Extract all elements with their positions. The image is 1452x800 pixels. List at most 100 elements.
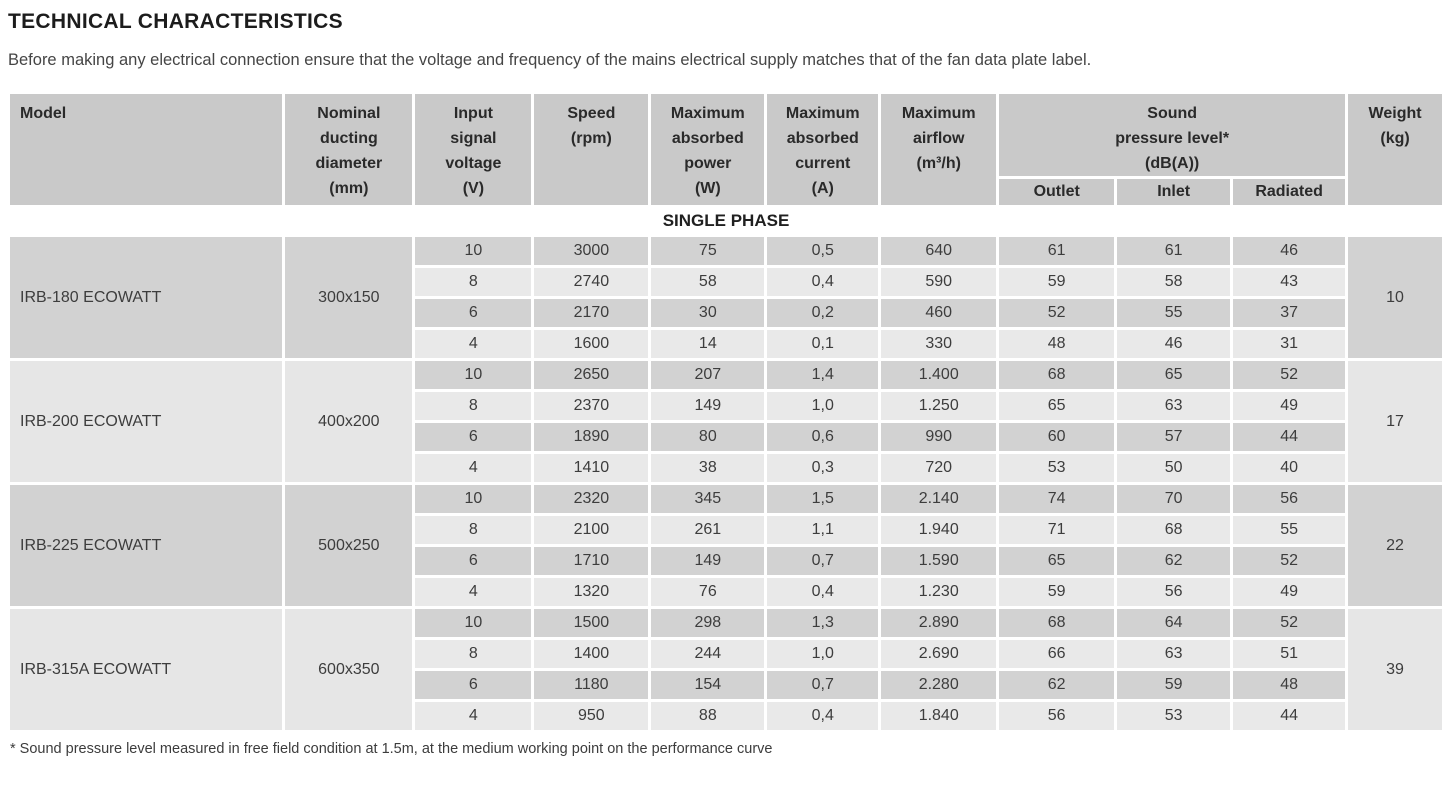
- outlet-cell: 62: [999, 671, 1115, 699]
- col-header-ducting-diameter: Nominal ducting diameter (mm): [285, 94, 413, 205]
- power-cell: 345: [651, 485, 765, 513]
- inlet-cell: 57: [1117, 423, 1231, 451]
- model-cell: IRB-200 ECOWATT: [10, 361, 283, 482]
- header-row-sound-sub: Outlet Inlet Radiated: [10, 179, 1442, 205]
- section-row: SINGLE PHASE: [10, 208, 1442, 234]
- outlet-cell: 68: [999, 361, 1115, 389]
- airflow-cell: 1.400: [881, 361, 997, 389]
- current-cell: 0,4: [767, 268, 879, 296]
- table-row: IRB-225 ECOWATT 500x250 10 2320 345 1,5 2.140 7…: [10, 485, 1442, 606]
- inlet-cell: 68: [1117, 516, 1231, 544]
- current-cell: 0,5: [767, 237, 879, 265]
- power-cell: 207: [651, 361, 765, 389]
- intro-text: Before making any electrical connection …: [8, 51, 1092, 69]
- current-cell: 1,5: [767, 485, 879, 513]
- speed-cell: 1890: [534, 423, 649, 451]
- power-cell: 88: [651, 702, 765, 730]
- inlet-cell: 64: [1117, 609, 1231, 637]
- radiated-cell: 37: [1233, 299, 1346, 327]
- weight-cell: 10: [1348, 237, 1442, 358]
- voltage-cell: 10: [415, 609, 532, 637]
- inlet-cell: 63: [1117, 392, 1231, 420]
- airflow-cell: 1.250: [881, 392, 997, 420]
- page-title: TECHNICAL CHARACTERISTICS: [8, 10, 343, 33]
- col-header-max-absorbed-current: Maximum absorbed current (A): [767, 94, 879, 205]
- airflow-cell: 1.590: [881, 547, 997, 575]
- current-cell: 0,2: [767, 299, 879, 327]
- table-row: 8 1400 244 1,0 2.690 66 63 51: [10, 640, 1442, 668]
- airflow-cell: 2.890: [881, 609, 997, 637]
- airflow-cell: 2.280: [881, 671, 997, 699]
- table-row: 8 2740 58 0,4 590 59 58 43: [10, 268, 1442, 296]
- speed-cell: 2100: [534, 516, 649, 544]
- outlet-cell: 48: [999, 330, 1115, 358]
- col-header-outlet: Outlet: [999, 179, 1115, 205]
- table-body: SINGLE PHASE IRB-180 ECOWATT 300x150 10 300…: [10, 208, 1442, 730]
- col-header-max-airflow: Maximum airflow (m³/h): [881, 94, 997, 205]
- col-header-inlet: Inlet: [1117, 179, 1231, 205]
- speed-cell: 1180: [534, 671, 649, 699]
- table-header: Model Nominal ducting diameter (mm) Inpu…: [10, 94, 1442, 205]
- table-row: IRB-180 ECOWATT 300x150 10 3000 75 0,5 640 61 61…: [10, 237, 1442, 358]
- radiated-cell: 52: [1233, 547, 1346, 575]
- inlet-cell: 62: [1117, 547, 1231, 575]
- speed-cell: 2320: [534, 485, 649, 513]
- radiated-cell: 31: [1233, 330, 1346, 358]
- col-header-weight: Weight (kg): [1348, 94, 1442, 205]
- table-row: 4 1320 76 0,4 1.230 59 56 49: [10, 578, 1442, 606]
- power-cell: 244: [651, 640, 765, 668]
- model-cell: IRB-225 ECOWATT: [10, 485, 283, 606]
- table-row: 6 1180 154 0,7 2.280 62 59 48: [10, 671, 1442, 699]
- table-row: IRB-200 ECOWATT 400x200 10 2650 207 1,4 1.400 6…: [10, 361, 1442, 482]
- radiated-cell: 52: [1233, 609, 1346, 637]
- airflow-cell: 1.230: [881, 578, 997, 606]
- speed-cell: 950: [534, 702, 649, 730]
- airflow-cell: 1.840: [881, 702, 997, 730]
- current-cell: 1,1: [767, 516, 879, 544]
- speed-cell: 2650: [534, 361, 649, 389]
- radiated-cell: 44: [1233, 702, 1346, 730]
- voltage-cell: 4: [415, 702, 532, 730]
- inlet-cell: 63: [1117, 640, 1231, 668]
- inlet-cell: 58: [1117, 268, 1231, 296]
- voltage-cell: 4: [415, 578, 532, 606]
- voltage-cell: 8: [415, 640, 532, 668]
- table-row: 6 1710 149 0,7 1.590 65 62 52: [10, 547, 1442, 575]
- radiated-cell: 43: [1233, 268, 1346, 296]
- inlet-cell: 70: [1117, 485, 1231, 513]
- speed-cell: 2370: [534, 392, 649, 420]
- speed-cell: 1600: [534, 330, 649, 358]
- radiated-cell: 51: [1233, 640, 1346, 668]
- current-cell: 1,4: [767, 361, 879, 389]
- inlet-cell: 56: [1117, 578, 1231, 606]
- power-cell: 76: [651, 578, 765, 606]
- table-row: 6 1890 80 0,6 990 60 57 44: [10, 423, 1442, 451]
- current-cell: 0,6: [767, 423, 879, 451]
- col-header-input-signal-voltage: Input signal voltage (V): [415, 94, 532, 205]
- inlet-cell: 65: [1117, 361, 1231, 389]
- inlet-cell: 59: [1117, 671, 1231, 699]
- airflow-cell: 640: [881, 237, 997, 265]
- radiated-cell: 49: [1233, 392, 1346, 420]
- weight-cell: 22: [1348, 485, 1442, 606]
- outlet-cell: 59: [999, 578, 1115, 606]
- current-cell: 0,1: [767, 330, 879, 358]
- table-row: IRB-315A ECOWATT 600x350 10 1500 298 1,3 2.890…: [10, 609, 1442, 730]
- radiated-cell: 40: [1233, 454, 1346, 482]
- current-cell: 1,3: [767, 609, 879, 637]
- footnote-text: * Sound pressure level measured in free …: [10, 741, 773, 757]
- voltage-cell: 4: [415, 330, 532, 358]
- radiated-cell: 48: [1233, 671, 1346, 699]
- technical-characteristics-table: Model Nominal ducting diameter (mm) Inpu…: [7, 91, 1445, 733]
- voltage-cell: 10: [415, 485, 532, 513]
- current-cell: 0,3: [767, 454, 879, 482]
- radiated-cell: 49: [1233, 578, 1346, 606]
- airflow-cell: 2.690: [881, 640, 997, 668]
- voltage-cell: 6: [415, 423, 532, 451]
- airflow-cell: 720: [881, 454, 997, 482]
- power-cell: 149: [651, 547, 765, 575]
- voltage-cell: 6: [415, 299, 532, 327]
- airflow-cell: 990: [881, 423, 997, 451]
- radiated-cell: 44: [1233, 423, 1346, 451]
- ducting-cell: 500x250: [285, 485, 413, 606]
